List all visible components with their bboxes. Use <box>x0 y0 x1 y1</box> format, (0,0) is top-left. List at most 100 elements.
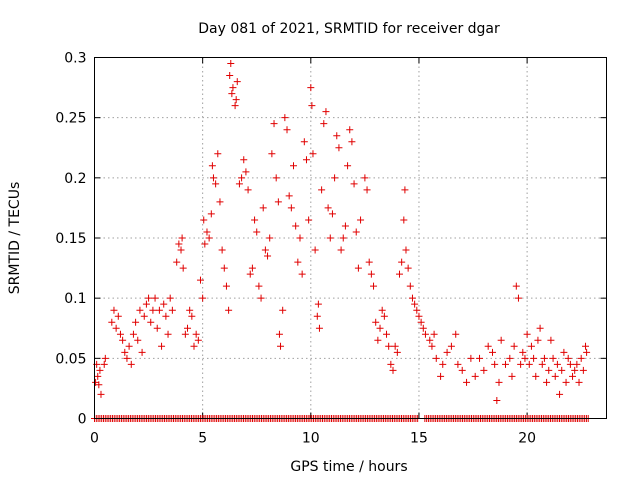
data-point <box>160 300 168 308</box>
data-point <box>523 330 531 338</box>
data-point <box>341 222 349 230</box>
data-point <box>188 312 196 320</box>
data-point <box>186 306 194 314</box>
data-point <box>443 348 451 356</box>
data-point <box>426 336 434 344</box>
data-point <box>177 246 185 254</box>
data-point <box>158 342 166 350</box>
data-point <box>136 306 144 314</box>
data-point <box>281 114 289 122</box>
data-point <box>101 354 109 362</box>
data-point <box>225 306 233 314</box>
data-point <box>493 396 501 404</box>
data-point <box>337 246 345 254</box>
data-point <box>538 360 546 368</box>
x-tick-label: 20 <box>518 431 536 447</box>
data-point <box>471 372 479 380</box>
data-point <box>326 234 334 242</box>
data-point <box>199 294 207 302</box>
data-point <box>389 366 397 374</box>
data-point <box>209 174 217 182</box>
data-point <box>110 306 118 314</box>
data-point <box>94 372 102 380</box>
x-tick-label: 10 <box>302 431 320 447</box>
data-point <box>549 354 557 362</box>
data-point <box>562 378 570 386</box>
data-point <box>129 330 137 338</box>
data-point <box>344 162 352 170</box>
data-point <box>508 372 516 380</box>
data-point <box>404 264 412 272</box>
data-point <box>579 366 587 374</box>
data-point <box>521 354 529 362</box>
data-point <box>543 378 551 386</box>
data-point <box>283 126 291 134</box>
data-point <box>97 390 105 398</box>
data-point <box>127 360 135 368</box>
data-point <box>274 198 282 206</box>
data-point <box>308 102 316 110</box>
y-tick-label: 0.15 <box>55 231 86 247</box>
data-point <box>192 330 200 338</box>
data-point <box>569 372 577 380</box>
data-point <box>296 234 304 242</box>
data-point <box>184 324 192 332</box>
data-point <box>380 312 388 320</box>
data-point <box>452 330 460 338</box>
data-point <box>145 294 153 302</box>
data-point <box>365 258 373 266</box>
data-point <box>391 342 399 350</box>
data-point <box>235 180 243 188</box>
data-point <box>387 360 395 368</box>
data-point <box>212 180 220 188</box>
data-point <box>385 342 393 350</box>
data-point <box>119 336 127 344</box>
data-point <box>178 234 186 242</box>
data-point <box>484 342 492 350</box>
data-point <box>173 258 181 266</box>
data-point <box>530 354 538 362</box>
data-point <box>339 234 347 242</box>
data-point <box>417 318 425 326</box>
data-point <box>149 306 157 314</box>
data-point <box>114 312 122 320</box>
data-point <box>121 348 129 356</box>
data-point <box>309 150 317 158</box>
data-point <box>346 126 354 134</box>
data-point <box>244 186 252 194</box>
data-point <box>536 324 544 332</box>
data-point <box>378 306 386 314</box>
data-point <box>290 162 298 170</box>
data-point <box>480 366 488 374</box>
data-point <box>190 342 198 350</box>
data-point <box>401 186 409 194</box>
data-point <box>447 342 455 350</box>
data-point <box>298 270 306 278</box>
data-point <box>261 246 269 254</box>
y-tick-label: 0 <box>78 412 87 428</box>
data-point <box>439 360 447 368</box>
data-point <box>227 60 235 68</box>
plot-frame <box>94 57 607 419</box>
data-point <box>313 312 321 320</box>
data-point <box>361 174 369 182</box>
data-point <box>264 252 272 260</box>
data-point <box>147 318 155 326</box>
data-point <box>112 324 120 332</box>
y-axis-label: SRMTID / TECUs <box>7 182 23 295</box>
data-point <box>142 300 150 308</box>
data-point <box>489 348 497 356</box>
data-point <box>222 282 230 290</box>
data-point <box>203 228 211 236</box>
data-point <box>415 312 423 320</box>
data-point <box>497 336 505 344</box>
data-point <box>322 108 330 116</box>
data-point <box>248 264 256 272</box>
data-point <box>437 372 445 380</box>
data-point <box>226 72 234 80</box>
data-point <box>207 210 215 218</box>
data-point <box>272 174 280 182</box>
data-point <box>194 336 202 344</box>
data-point <box>573 360 581 368</box>
data-point <box>96 366 104 374</box>
